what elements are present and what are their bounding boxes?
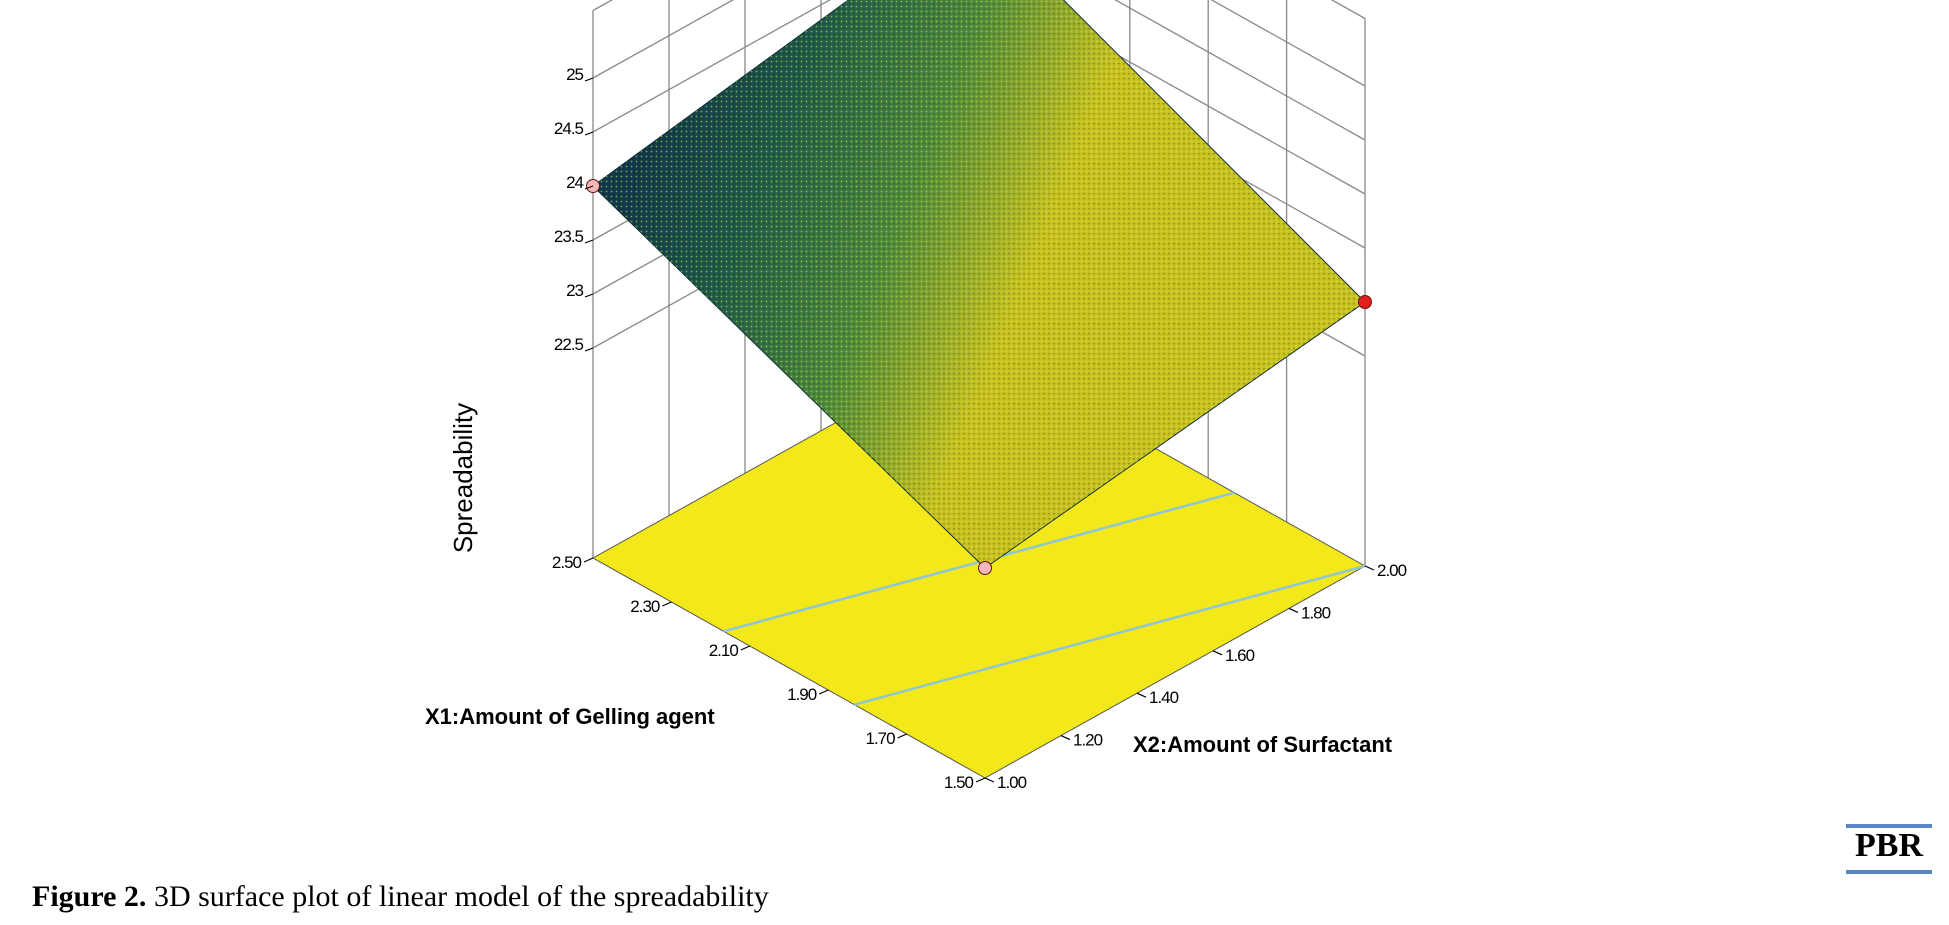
y-axis-title: X2:Amount of Surfactant <box>1133 732 1393 757</box>
z-tick-label: 25 <box>566 65 583 84</box>
logo-text: PBR <box>1855 827 1923 864</box>
y-tick-mark <box>1060 735 1071 741</box>
surface-plot: 22.5 23 23.5 24 24.5 25 1.50 1.70 1.90 2.10 2.30 2.… <box>425 0 1408 792</box>
z-tick-label: 23 <box>566 281 583 300</box>
y-tick-label: 1.00 <box>997 773 1027 792</box>
wall-right-horizontal-grid <box>592 0 831 133</box>
z-tick-mark <box>584 77 594 82</box>
x-tick-label: 2.10 <box>709 641 739 660</box>
y-tick-mark <box>984 777 995 783</box>
figure-label: Figure 2. <box>32 880 147 913</box>
z-tick-mark <box>584 185 594 190</box>
x-tick-mark <box>975 777 986 783</box>
pbr-logo: PBR <box>1846 824 1932 874</box>
x-tick-mark <box>818 689 829 695</box>
z-tick-mark <box>584 239 594 244</box>
x-tick-label: 1.50 <box>944 773 974 792</box>
surface-texture <box>593 0 1365 568</box>
y-tick-label: 1.40 <box>1149 688 1179 707</box>
y-tick-mark <box>1288 607 1299 613</box>
z-tick-label: 23.5 <box>554 227 584 246</box>
z-axis-title: Spreadability <box>448 403 478 553</box>
design-point <box>978 561 992 575</box>
x-tick-label: 1.90 <box>787 685 817 704</box>
x-tick-mark <box>740 645 751 651</box>
x-tick-mark <box>583 557 594 563</box>
z-tick-mark <box>584 293 594 298</box>
y-tick-label: 1.80 <box>1301 603 1331 622</box>
z-tick-mark <box>584 131 594 136</box>
y-tick-label: 1.60 <box>1225 646 1255 665</box>
figure-caption-text: 3D surface plot of linear model of the s… <box>146 880 769 913</box>
z-tick-mark <box>584 347 594 352</box>
wall-left-horizontal-grid <box>1210 0 1366 87</box>
y-tick-mark <box>1364 565 1375 571</box>
design-point <box>1358 295 1372 309</box>
y-tick-mark <box>1136 692 1147 698</box>
y-tick-mark <box>1212 650 1223 656</box>
contour-line <box>854 564 1366 706</box>
x-tick-label: 2.30 <box>630 597 660 616</box>
z-tick-label: 24.5 <box>554 119 584 138</box>
response-surface <box>592 0 1366 569</box>
tick-labels: 22.5 23 23.5 24 24.5 25 1.50 1.70 1.90 2.10 2.30 2.… <box>552 65 1408 792</box>
x-tick-mark <box>897 733 907 739</box>
x-tick-label: 1.70 <box>866 729 896 748</box>
figure-caption: Figure 2. 3D surface plot of linear mode… <box>32 880 769 914</box>
z-tick-label: 24 <box>566 173 583 192</box>
x-axis-title: X1:Amount of Gelling agent <box>425 704 715 729</box>
wall-left-horizontal-grid <box>1114 0 1366 141</box>
z-tick-label: 22.5 <box>554 335 584 354</box>
x-tick-mark <box>662 601 672 607</box>
wall-right-horizontal-grid <box>592 0 735 79</box>
logo-bar-top <box>1846 824 1932 828</box>
y-tick-label: 2.00 <box>1377 561 1407 580</box>
x-tick-label: 2.50 <box>552 553 582 572</box>
y-tick-label: 1.20 <box>1073 731 1103 750</box>
logo-bar-bottom <box>1846 870 1932 874</box>
